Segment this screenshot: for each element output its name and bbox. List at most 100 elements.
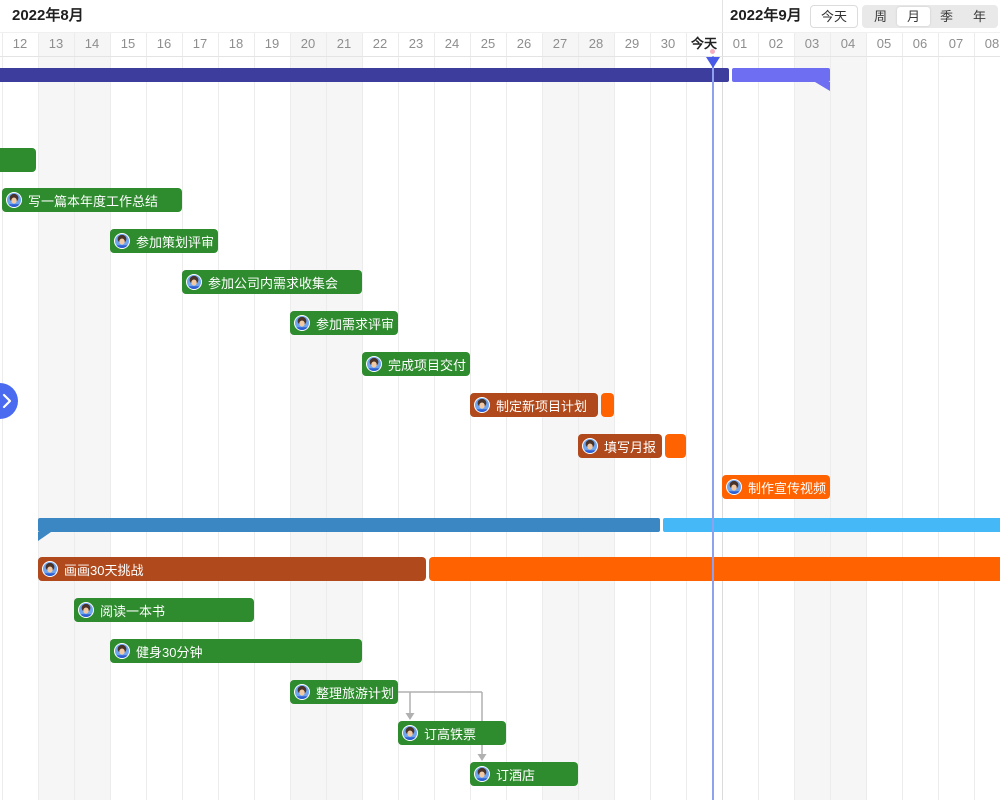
weekend-band [290, 32, 326, 800]
month-header: 2022年8月 2022年9月 今天 [0, 0, 1000, 32]
task-bar[interactable]: 完成项目交付 [362, 352, 470, 376]
task-bar[interactable]: 健身30分钟 [110, 639, 362, 663]
day-header-22: 22 [372, 36, 388, 51]
day-header-29: 29 [624, 36, 640, 51]
task-bar[interactable]: 订高铁票 [398, 721, 506, 745]
grid-line [434, 32, 435, 800]
month-label-august: 2022年8月 [12, 7, 84, 24]
task-bar-remaining[interactable] [429, 557, 1000, 581]
day-header-17: 17 [192, 36, 208, 51]
day-header-01: 01 [732, 36, 748, 51]
task-label: 订酒店 [496, 767, 536, 783]
assignee-avatar-icon [582, 438, 598, 454]
task-label: 参加策划评审 [136, 234, 215, 250]
grid-line [794, 32, 795, 800]
task-bar[interactable]: 写一篇本年度工作总结 [2, 188, 182, 212]
task-label: 阅读一本书 [100, 603, 166, 619]
grid-line [38, 32, 39, 800]
task-label: 制作宣传视频 [748, 480, 827, 496]
view-option-月[interactable]: 月 [897, 7, 930, 26]
grid-line [866, 32, 867, 800]
grid-line [218, 32, 219, 800]
grid-line [830, 32, 831, 800]
task-label: 参加公司内需求收集会 [208, 275, 339, 291]
dates-divider-line [0, 56, 1000, 57]
grid-line [650, 32, 651, 800]
header-divider-line [0, 32, 1000, 33]
task-bar[interactable]: 制作宣传视频 [722, 475, 830, 499]
task-label: 订高铁票 [424, 726, 477, 742]
weekend-band [830, 32, 866, 800]
month-divider [722, 0, 723, 32]
task-bar[interactable]: 整理旅游计划 [290, 680, 398, 704]
grid-line [902, 32, 903, 800]
assignee-avatar-icon [366, 356, 382, 372]
assignee-avatar-icon [114, 643, 130, 659]
assignee-avatar-icon [294, 684, 310, 700]
summary-bar-top-segment-1[interactable] [732, 68, 830, 82]
task-bar-clipped[interactable] [0, 148, 36, 172]
weekend-band [794, 32, 830, 800]
task-label: 健身30分钟 [136, 644, 203, 660]
assignee-avatar-icon [114, 233, 130, 249]
day-header-26: 26 [516, 36, 532, 51]
today-line [712, 56, 714, 800]
today-dot [710, 49, 715, 54]
view-switcher: 周月季 年 [862, 5, 998, 28]
chevron-right-icon [2, 393, 12, 409]
grid-line [398, 32, 399, 800]
dependency-arrow-icon [477, 754, 487, 761]
task-label: 制定新项目计划 [496, 398, 588, 414]
today-marker-icon [706, 57, 720, 68]
grid-line [74, 32, 75, 800]
grid-line [758, 32, 759, 800]
task-label: 画画30天挑战 [64, 562, 144, 578]
day-header-20: 20 [300, 36, 316, 51]
task-label: 整理旅游计划 [316, 685, 395, 701]
day-header-15: 15 [120, 36, 136, 51]
assignee-avatar-icon [294, 315, 310, 331]
day-header-12: 12 [12, 36, 28, 51]
assignee-avatar-icon [726, 479, 742, 495]
today-button[interactable]: 今天 [810, 5, 859, 28]
grid-line [362, 32, 363, 800]
task-bar[interactable]: 参加需求评审 [290, 311, 398, 335]
summary-bar-middle-segment-1[interactable] [663, 518, 1000, 532]
task-bar[interactable]: 参加策划评审 [110, 229, 218, 253]
day-header-05: 05 [876, 36, 892, 51]
view-option-周[interactable]: 周 [873, 9, 887, 24]
grid-line [722, 32, 723, 800]
panel-expand-button[interactable] [0, 383, 18, 419]
task-bar[interactable]: 画画30天挑战 [38, 557, 426, 581]
assignee-avatar-icon [6, 192, 22, 208]
summary-bar-middle-segment-0[interactable] [38, 518, 660, 532]
task-bar[interactable]: 阅读一本书 [74, 598, 254, 622]
view-option-季[interactable]: 季 [939, 9, 953, 24]
grid-line [290, 32, 291, 800]
view-option-年[interactable]: 年 [972, 9, 986, 24]
day-header-02: 02 [768, 36, 784, 51]
grid-line [146, 32, 147, 800]
summary-bar-top-segment-0[interactable] [0, 68, 729, 82]
task-label: 写一篇本年度工作总结 [28, 193, 159, 209]
grid-line [110, 32, 111, 800]
day-header-27: 27 [552, 36, 568, 51]
assignee-avatar-icon [78, 602, 94, 618]
weekend-band [38, 32, 74, 800]
task-bar[interactable]: 参加公司内需求收集会 [182, 270, 362, 294]
task-bar[interactable]: 订酒店 [470, 762, 578, 786]
task-label: 填写月报 [604, 439, 657, 455]
task-bar[interactable]: 制定新项目计划 [470, 393, 598, 417]
day-header-06: 06 [912, 36, 928, 51]
task-bar[interactable]: 填写月报 [578, 434, 662, 458]
day-header-08: 08 [984, 36, 1000, 51]
grid-line [974, 32, 975, 800]
day-header-18: 18 [228, 36, 244, 51]
grid-line [182, 32, 183, 800]
day-header-21: 21 [336, 36, 352, 51]
day-header-14: 14 [84, 36, 100, 51]
task-bar-remaining[interactable] [601, 393, 614, 417]
task-bar-remaining[interactable] [665, 434, 686, 458]
